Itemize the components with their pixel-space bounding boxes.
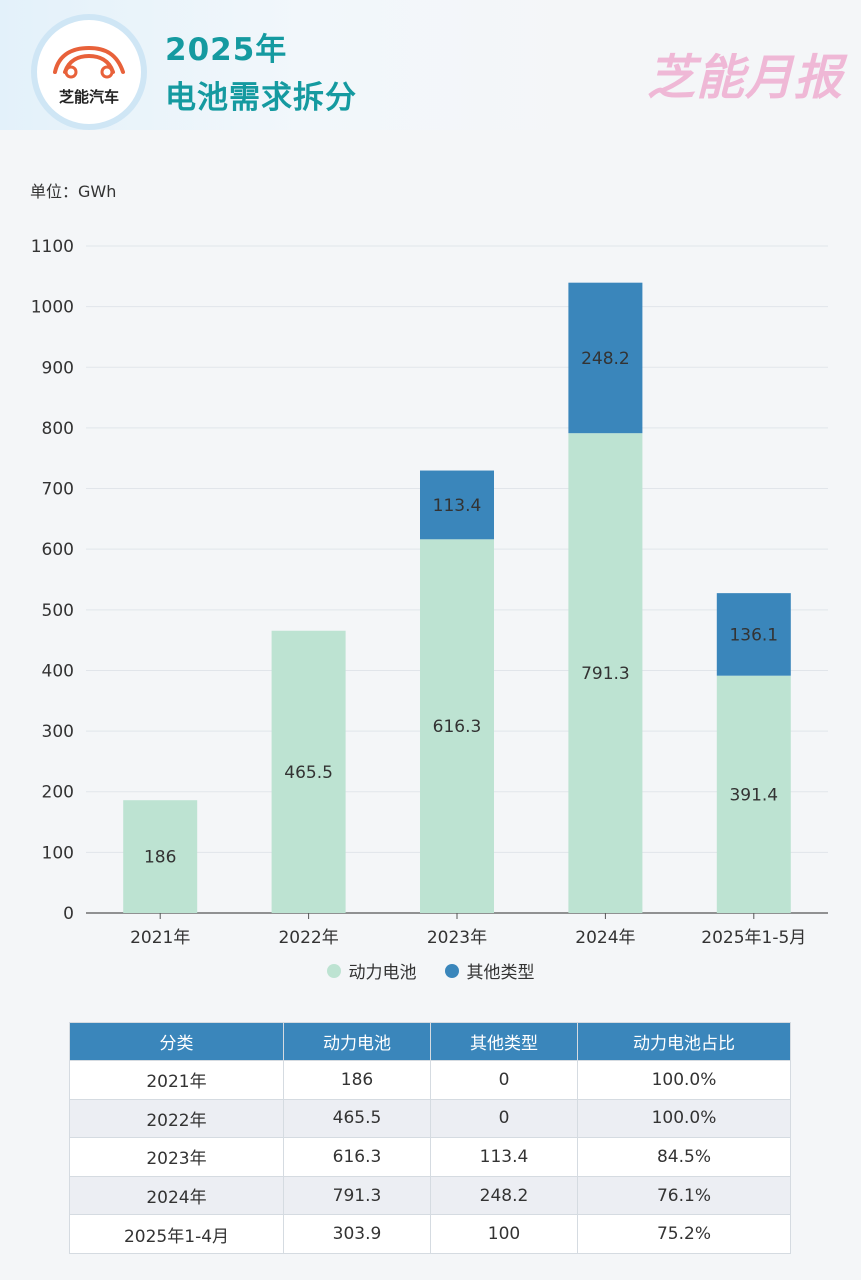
- table-row: 2025年1-4月 303.9 100 75.2%: [69, 1214, 791, 1254]
- table-cell: 616.3: [283, 1137, 431, 1177]
- bar-segment: [420, 539, 494, 913]
- unit-label: 单位：GWh: [30, 182, 117, 201]
- data-table: 分类 动力电池 其他类型 动力电池占比 2021年 186 0 100.0% 2…: [69, 1022, 791, 1254]
- y-tick-label: 700: [42, 480, 74, 500]
- y-tick-label: 100: [42, 843, 74, 863]
- y-tick-label: 300: [42, 722, 74, 742]
- table-header-other: 其他类型: [430, 1022, 578, 1061]
- bar-segment: [123, 800, 198, 913]
- table-cell: 2025年1-4月: [69, 1214, 284, 1254]
- x-tick-label: 2023年: [427, 928, 487, 948]
- chart-legend: 动力电池 其他类型: [0, 958, 861, 983]
- table-cell: 465.5: [283, 1098, 431, 1139]
- data-label: 186: [144, 848, 176, 868]
- bar-segment: [420, 470, 494, 540]
- table-cell: 75.2%: [577, 1214, 791, 1254]
- page-title-year: 2025年: [165, 32, 288, 68]
- bar-segment: [716, 675, 791, 913]
- brand-mark: 芝能月报: [646, 50, 843, 106]
- y-tick-label: 1000: [31, 298, 74, 318]
- table-row: 2021年 186 0 100.0%: [69, 1060, 791, 1100]
- table-cell: 791.3: [283, 1175, 431, 1216]
- table-cell: 2023年: [69, 1137, 284, 1177]
- page-title: 电池需求拆分: [165, 80, 357, 116]
- x-tick-label: 2022年: [278, 928, 338, 948]
- table-cell: 113.4: [430, 1137, 578, 1177]
- table-cell: 0: [430, 1098, 578, 1139]
- table-row: 2024年 791.3 248.2 76.1%: [69, 1175, 791, 1216]
- stacked-bar-chart: 0 100 200 300 400 500 600 700 800 900 1000 1100 2021…: [31, 237, 828, 948]
- bar-segment: [271, 630, 346, 913]
- y-tick-label: 500: [42, 601, 74, 621]
- logo-text: 芝能汽车: [58, 88, 119, 106]
- bar-segment: [568, 433, 643, 913]
- bar-segment: [568, 282, 643, 434]
- table-header-share: 动力电池占比: [577, 1022, 791, 1061]
- legend-swatch-other: [444, 963, 459, 978]
- y-tick-label: 900: [42, 358, 74, 378]
- data-label: 465.5: [284, 763, 333, 783]
- y-tick-label: 400: [42, 661, 74, 681]
- legend-label-other: 其他类型: [466, 963, 535, 983]
- data-label: 391.4: [729, 785, 778, 805]
- legend-label-power: 动力电池: [348, 963, 417, 983]
- y-tick-label: 0: [63, 904, 74, 924]
- data-label: 616.3: [433, 717, 482, 737]
- data-label: 136.1: [729, 625, 778, 645]
- table-header-power: 动力电池: [283, 1022, 431, 1061]
- table-row: 2023年 616.3 113.4 84.5%: [69, 1137, 791, 1177]
- header-band: [0, 0, 861, 130]
- table-row: 2022年 465.5 0 100.0%: [69, 1098, 791, 1139]
- car-logo-icon: [53, 45, 125, 79]
- legend-swatch-power: [326, 963, 341, 978]
- table-cell: 100.0%: [577, 1060, 791, 1100]
- table-cell: 303.9: [283, 1214, 431, 1254]
- table-cell: 76.1%: [577, 1175, 791, 1216]
- y-tick-label: 800: [42, 419, 74, 439]
- table-cell: 100: [430, 1214, 578, 1254]
- table-cell: 0: [430, 1060, 578, 1100]
- y-tick-label: 200: [42, 783, 74, 803]
- bar-segment: [716, 593, 791, 676]
- table-cell: 248.2: [430, 1175, 578, 1216]
- table-cell: 186: [283, 1060, 431, 1100]
- data-label: 791.3: [581, 664, 630, 684]
- y-tick-label: 1100: [31, 237, 74, 257]
- table-cell: 2021年: [69, 1060, 284, 1100]
- table-header-category: 分类: [69, 1022, 284, 1061]
- x-tick-label: 2025年1-5月: [701, 928, 806, 948]
- logo: 芝能汽车: [37, 20, 141, 124]
- data-label: 113.4: [433, 496, 482, 516]
- x-tick-label: 2024年: [575, 928, 635, 948]
- x-tick-label: 2021年: [130, 928, 190, 948]
- y-tick-label: 600: [42, 540, 74, 560]
- legend-item-other: 其他类型: [444, 958, 535, 983]
- legend-item-power: 动力电池: [326, 958, 417, 983]
- table-cell: 100.0%: [577, 1098, 791, 1139]
- table-cell: 2024年: [69, 1175, 284, 1216]
- table-cell: 84.5%: [577, 1137, 791, 1177]
- table-cell: 2022年: [69, 1098, 284, 1139]
- data-label: 248.2: [581, 349, 630, 369]
- table-header-row: 分类 动力电池 其他类型 动力电池占比: [69, 1022, 791, 1061]
